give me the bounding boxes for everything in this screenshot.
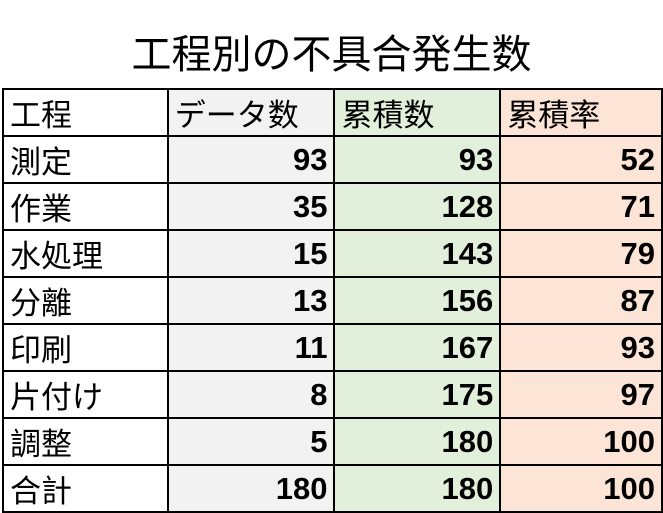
table-row: 測定 93 93 52	[2, 135, 663, 184]
value-cell[interactable]: 97	[499, 370, 663, 419]
process-cell[interactable]: 印刷	[2, 323, 169, 372]
process-cell[interactable]: 作業	[2, 182, 169, 231]
table-row: 調整 5 180 100	[2, 417, 663, 466]
column-header[interactable]: 工程	[2, 88, 169, 137]
process-cell[interactable]: 調整	[2, 417, 169, 466]
defect-table: 工程 データ数 累積数 累積率 測定 93 93 52 作業 35 128 71 水処理 15 143 79 分…	[2, 88, 663, 513]
value-cell[interactable]: 180	[333, 417, 502, 466]
value-cell[interactable]: 93	[333, 135, 502, 184]
header-row: 工程 データ数 累積数 累積率	[2, 88, 663, 137]
value-cell[interactable]: 180	[166, 464, 336, 513]
value-cell[interactable]: 100	[499, 464, 663, 513]
value-cell[interactable]: 143	[333, 229, 502, 278]
value-cell[interactable]: 15	[166, 229, 336, 278]
process-cell[interactable]: 分離	[2, 276, 169, 325]
column-header[interactable]: 累積率	[499, 88, 663, 137]
process-cell[interactable]: 測定	[2, 135, 169, 184]
value-cell[interactable]: 52	[499, 135, 663, 184]
value-cell[interactable]: 175	[333, 370, 502, 419]
value-cell[interactable]: 13	[166, 276, 336, 325]
value-cell[interactable]: 71	[499, 182, 663, 231]
value-cell[interactable]: 156	[333, 276, 502, 325]
table-row: 作業 35 128 71	[2, 182, 663, 231]
value-cell[interactable]: 5	[166, 417, 336, 466]
value-cell[interactable]: 35	[166, 182, 336, 231]
value-cell[interactable]: 87	[499, 276, 663, 325]
process-cell[interactable]: 水処理	[2, 229, 169, 278]
value-cell[interactable]: 128	[333, 182, 502, 231]
process-cell[interactable]: 片付け	[2, 370, 169, 419]
table-row: 印刷 11 167 93	[2, 323, 663, 372]
value-cell[interactable]: 93	[499, 323, 663, 372]
column-header[interactable]: データ数	[166, 88, 336, 137]
column-header[interactable]: 累積数	[333, 88, 502, 137]
value-cell[interactable]: 180	[333, 464, 502, 513]
table-row: 水処理 15 143 79	[2, 229, 663, 278]
value-cell[interactable]: 100	[499, 417, 663, 466]
sheet-title: 工程別の不具合発生数	[131, 32, 532, 78]
value-cell[interactable]: 8	[166, 370, 336, 419]
value-cell[interactable]: 93	[166, 135, 336, 184]
value-cell[interactable]: 11	[166, 323, 336, 372]
table-row: 分離 13 156 87	[2, 276, 663, 325]
value-cell[interactable]: 79	[499, 229, 663, 278]
table-row: 合計 180 180 100	[2, 464, 663, 513]
table-row: 片付け 8 175 97	[2, 370, 663, 419]
process-cell[interactable]: 合計	[2, 464, 169, 513]
value-cell[interactable]: 167	[333, 323, 502, 372]
